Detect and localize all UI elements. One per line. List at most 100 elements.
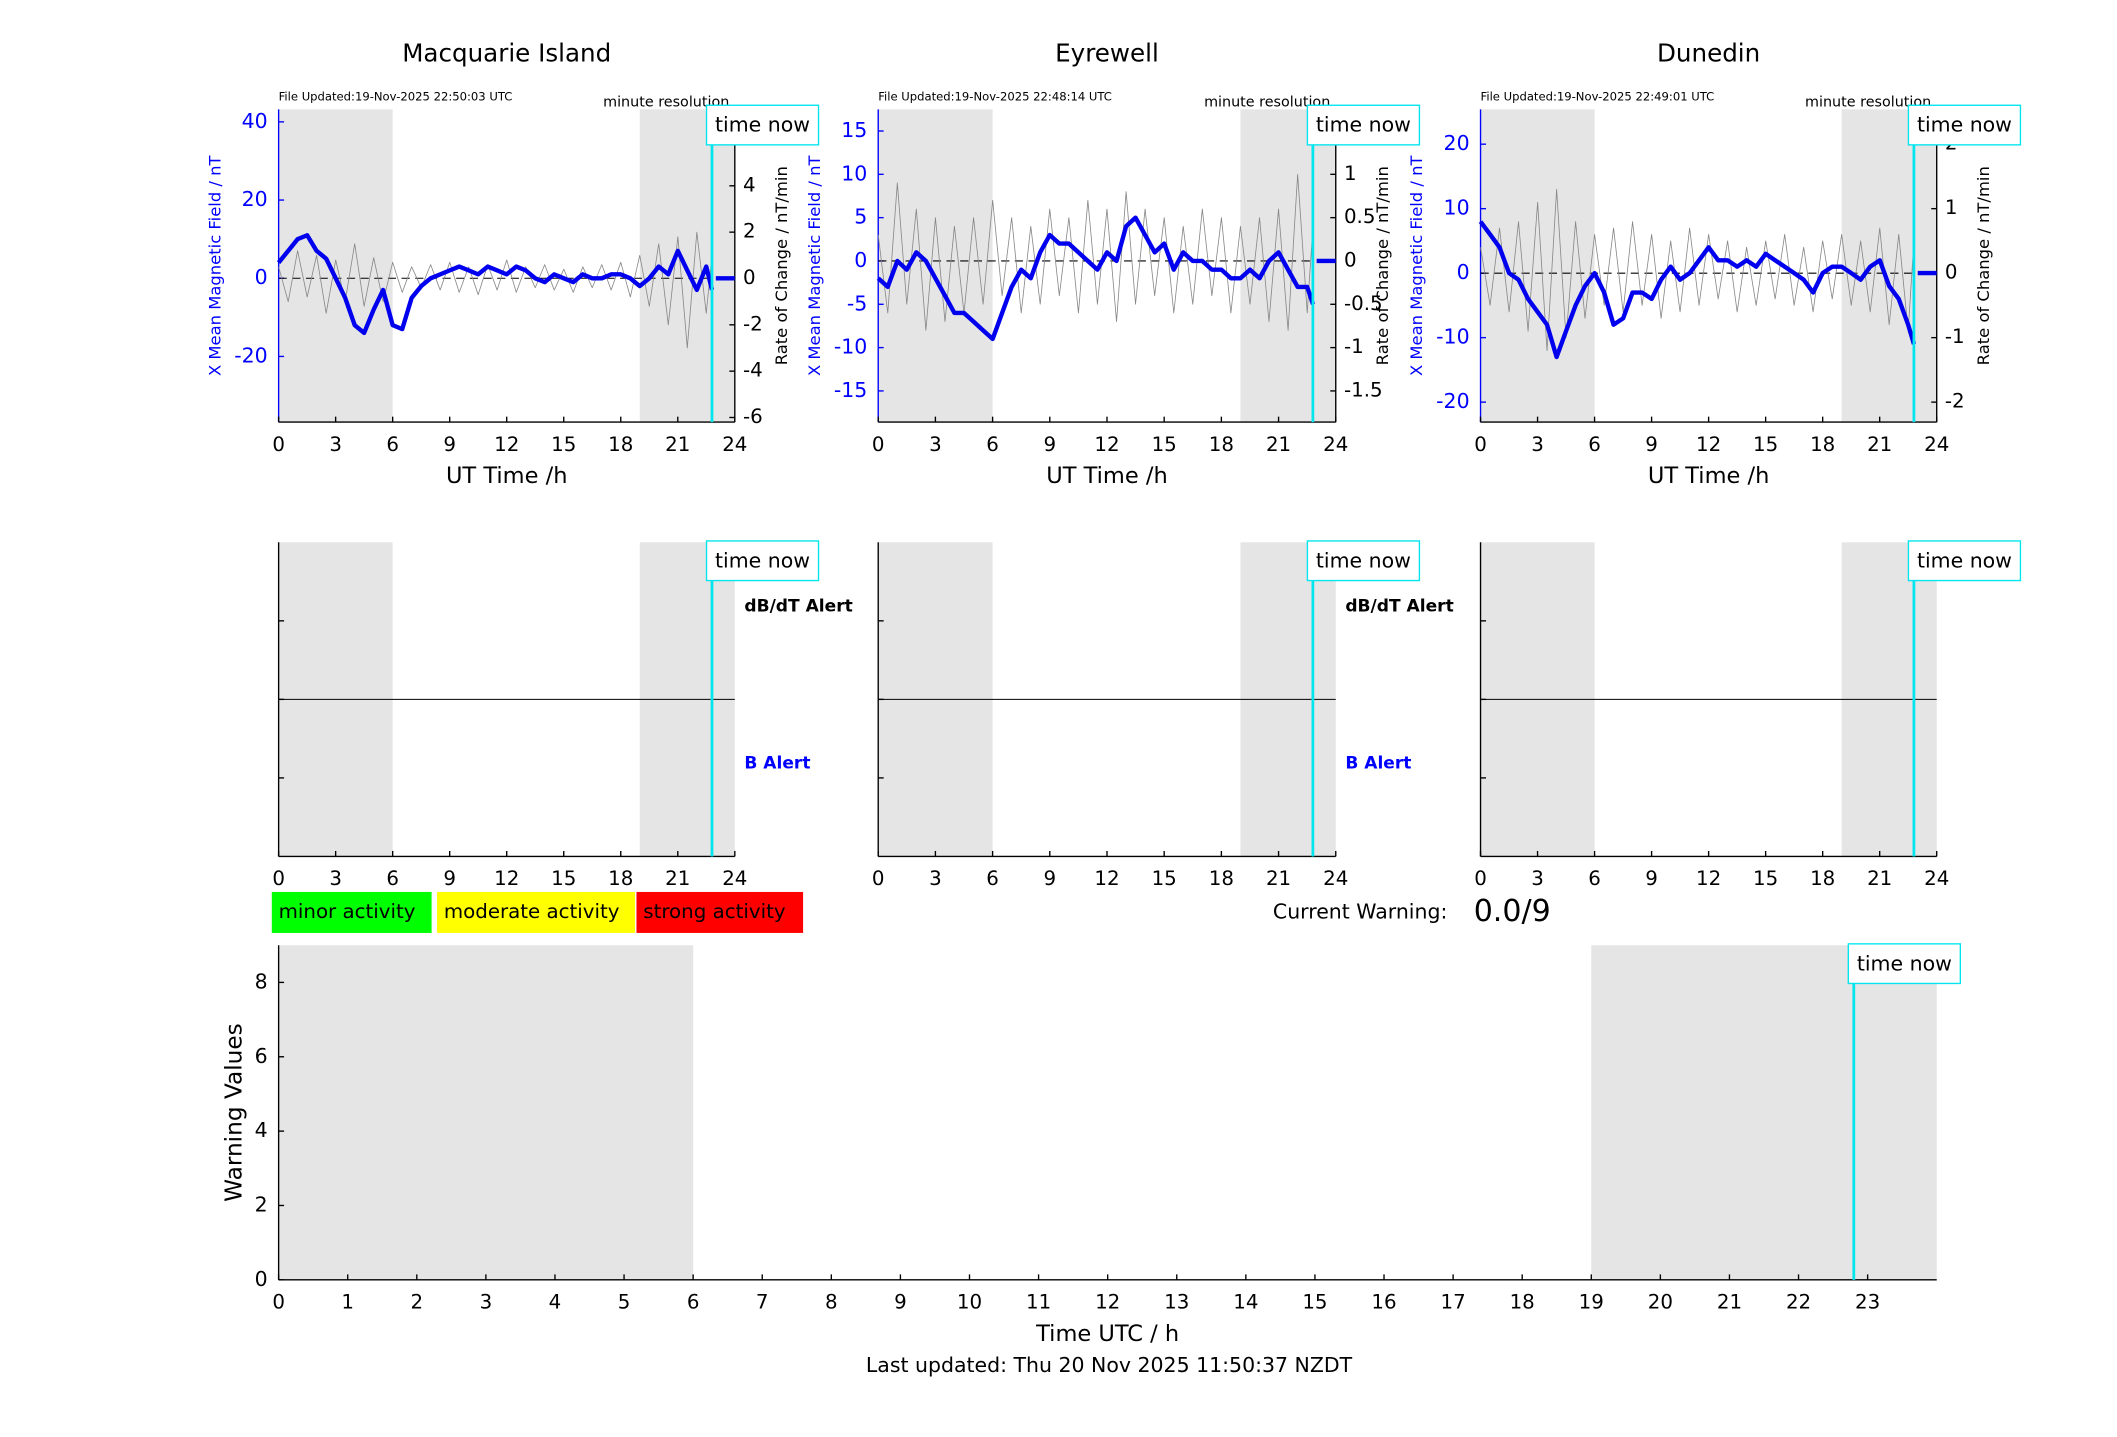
x-tick-label: 6 [1588, 433, 1601, 456]
time-now-label: time now [1917, 548, 2012, 572]
x-axis-label: UT Time /h [1046, 463, 1168, 489]
x-tick-label: 18 [1510, 1291, 1535, 1314]
x-axis-label: Time UTC / h [1035, 1321, 1179, 1347]
y-tick-label: -10 [1436, 325, 1469, 349]
time-now-box [1306, 104, 1421, 146]
x-tick-label: 21 [1266, 867, 1291, 890]
x-tick-label: 0 [272, 1291, 285, 1314]
y-tick-label: -5 [847, 291, 867, 315]
x-tick-label: 3 [929, 867, 942, 890]
shaded-range [1841, 109, 1937, 423]
y2-tick-label: -0.5 [1344, 292, 1383, 315]
y2-axis-label: Rate of Change / nT/min [772, 166, 791, 365]
rate-line [877, 173, 1314, 331]
alert-label: dB/dT Alert [1345, 597, 1453, 617]
y-tick-label: 8 [255, 969, 268, 993]
x-tick-label: 9 [443, 867, 456, 890]
x-tick-label: 9 [1645, 433, 1658, 456]
x-tick-label: 15 [551, 867, 576, 890]
x-tick-label: 12 [1696, 433, 1721, 456]
shaded-range [278, 945, 694, 1280]
x-tick-label: 9 [1645, 867, 1658, 890]
shaded-range [1591, 945, 1937, 1280]
x-tick-label: 9 [1043, 867, 1056, 890]
x-tick-label: 15 [1753, 433, 1778, 456]
alert-label: dB/dT Alert [744, 597, 852, 617]
x-tick-label: 12 [494, 433, 519, 456]
chart-title: Dunedin [1657, 39, 1760, 68]
legend-swatch [271, 891, 432, 933]
x-tick-label: 3 [1531, 433, 1544, 456]
x-tick-label: 2 [410, 1291, 423, 1314]
x-tick-label: 18 [1209, 433, 1234, 456]
legend-label: moderate activity [444, 900, 620, 923]
x-tick-label: 19 [1579, 1291, 1604, 1314]
x-tick-label: 21 [1717, 1291, 1742, 1314]
y2-tick-label: 1 [1344, 162, 1357, 185]
y2-tick-label: 1 [1945, 196, 1958, 219]
y-tick-label: 10 [841, 161, 867, 185]
chart-title: Macquarie Island [402, 39, 611, 68]
x-tick-label: 15 [1152, 867, 1177, 890]
y-tick-label: -20 [234, 343, 267, 367]
x-tick-label: 20 [1648, 1291, 1673, 1314]
y2-axis-label: Rate of Change / nT/min [1373, 166, 1392, 365]
x-tick-label: 0 [872, 867, 885, 890]
x-tick-label: 12 [1094, 433, 1119, 456]
y2-tick-label: 2 [743, 220, 756, 243]
field-line [876, 215, 1336, 342]
legend-label: strong activity [643, 900, 786, 923]
x-tick-label: 15 [1302, 1291, 1327, 1314]
y-tick-label: 5 [854, 205, 867, 229]
y2-tick-label: -4 [743, 359, 763, 382]
x-tick-label: 9 [443, 433, 456, 456]
time-now-box [1907, 540, 2022, 582]
current-warning-label: Current Warning: [1273, 899, 1447, 923]
x-tick-label: 17 [1441, 1291, 1466, 1314]
y-tick-label: -10 [834, 335, 867, 359]
x-tick-label: 1 [341, 1291, 354, 1314]
y-tick-label: 10 [1444, 196, 1470, 220]
x-tick-label: 18 [1810, 433, 1835, 456]
x-tick-label: 16 [1371, 1291, 1396, 1314]
y-tick-label: 6 [255, 1044, 268, 1068]
resolution-label: minute resolution [603, 95, 729, 111]
current-warning-value: 0.0/9 [1474, 894, 1551, 929]
x-tick-label: 18 [1810, 867, 1835, 890]
x-tick-label: 18 [608, 433, 633, 456]
y-tick-label: 15 [841, 118, 867, 142]
x-tick-label: 21 [1867, 867, 1892, 890]
x-tick-label: 10 [957, 1291, 982, 1314]
field-line [276, 233, 735, 336]
legend-label: minor activity [279, 900, 416, 923]
time-now-box [705, 104, 820, 146]
x-tick-label: 0 [1474, 433, 1487, 456]
x-tick-label: 24 [722, 433, 747, 456]
x-tick-label: 3 [1531, 867, 1544, 890]
x-tick-label: 3 [329, 867, 342, 890]
y2-tick-label: 0.5 [1344, 205, 1375, 228]
y-tick-label: 40 [242, 109, 268, 133]
x-tick-label: 3 [929, 433, 942, 456]
x-tick-label: 3 [329, 433, 342, 456]
y2-tick-label: -2 [743, 312, 763, 335]
x-tick-label: 18 [1209, 867, 1234, 890]
alert-label: B Alert [1345, 754, 1411, 774]
y2-tick-label: -2 [1945, 390, 1965, 413]
x-tick-label: 0 [272, 867, 285, 890]
y-tick-label: 4 [255, 1118, 268, 1142]
y2-tick-label: -1 [1945, 325, 1965, 348]
chart-title: Eyrewell [1055, 39, 1159, 68]
x-tick-label: 7 [756, 1291, 769, 1314]
y-tick-label: 0 [255, 265, 268, 289]
y2-tick-label: -6 [743, 405, 763, 428]
x-tick-label: 15 [1753, 867, 1778, 890]
time-now-box [1306, 540, 1421, 582]
y-tick-label: 2 [255, 1192, 268, 1216]
y-tick-label: 20 [242, 187, 268, 211]
x-tick-label: 12 [1696, 867, 1721, 890]
x-tick-label: 18 [608, 867, 633, 890]
x-tick-label: 22 [1786, 1291, 1811, 1314]
x-tick-label: 24 [1323, 867, 1348, 890]
